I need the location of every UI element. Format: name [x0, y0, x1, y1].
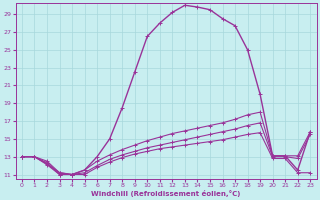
X-axis label: Windchill (Refroidissement éolien,°C): Windchill (Refroidissement éolien,°C)	[92, 190, 241, 197]
